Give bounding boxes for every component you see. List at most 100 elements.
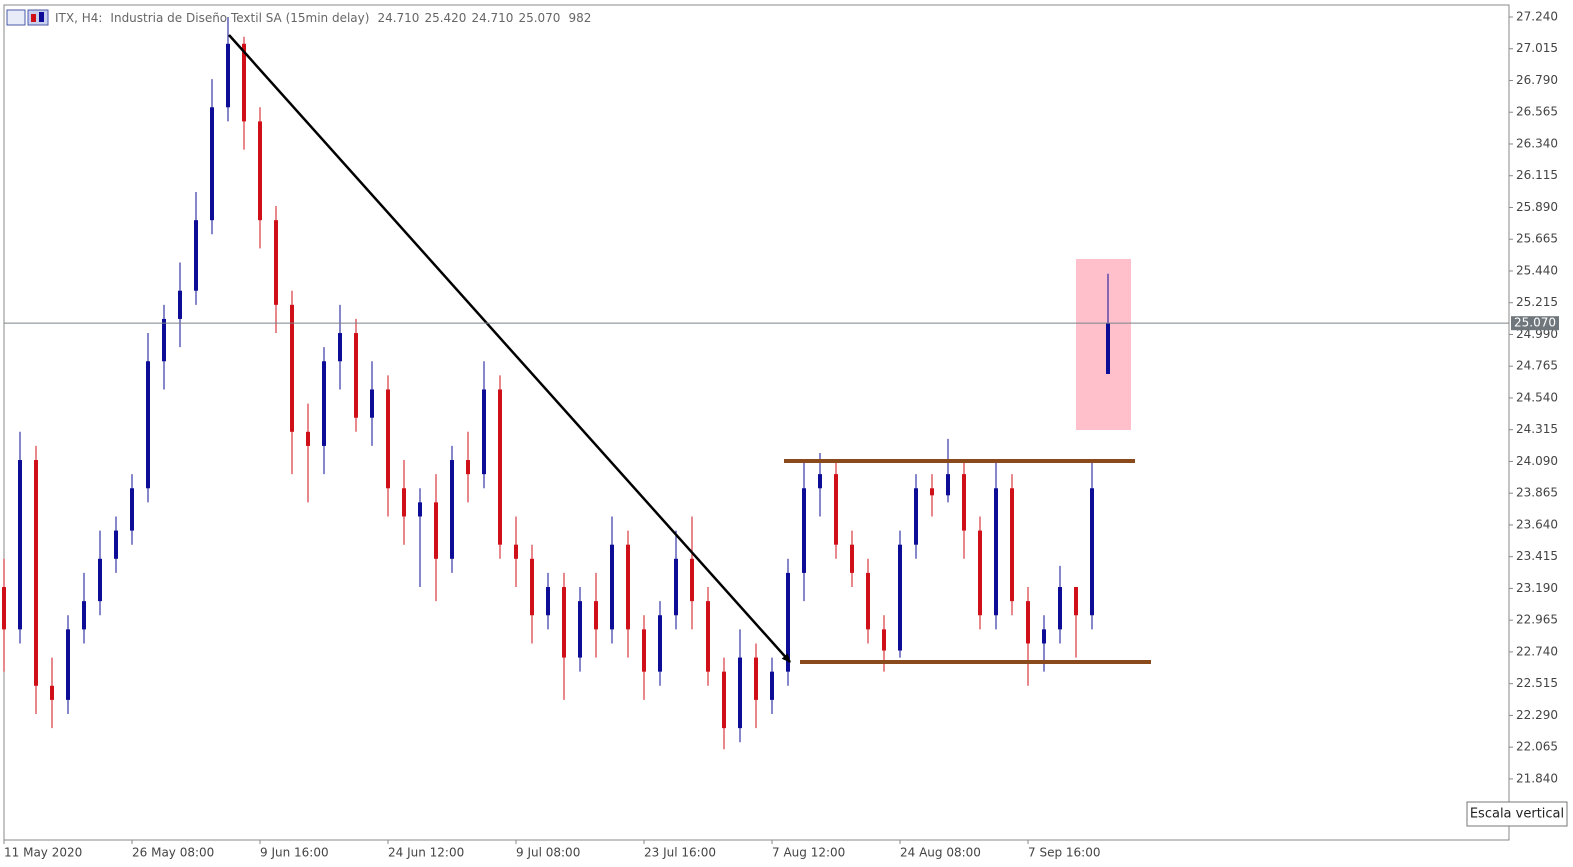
y-tick-label: 25.440	[1516, 263, 1558, 277]
candle-body	[962, 474, 966, 531]
y-tick-label: 26.790	[1516, 73, 1558, 87]
icon	[39, 12, 44, 22]
candle-body	[834, 474, 838, 545]
price-label: 25.070	[1514, 316, 1556, 330]
x-tick-label: 23 Jul 16:00	[644, 846, 716, 860]
y-tick-label: 27.015	[1516, 41, 1558, 55]
y-tick-label: 24.765	[1516, 359, 1558, 373]
candle-body	[194, 220, 198, 291]
candle-body	[418, 502, 422, 517]
y-tick-label: 24.090	[1516, 454, 1558, 468]
x-tick-label: 9 Jul 08:00	[516, 846, 580, 860]
ohlc-value: 25.070	[518, 11, 560, 25]
ohlc-value: 25.420	[424, 11, 466, 25]
x-tick-label: 7 Sep 16:00	[1028, 846, 1100, 860]
candle-body	[978, 530, 982, 616]
candle-body	[370, 389, 374, 418]
tooltip-box	[1466, 801, 1568, 827]
highlight-box	[1076, 259, 1131, 430]
y-tick-label: 21.840	[1516, 771, 1558, 785]
symbol: ITX, H4:	[55, 11, 102, 25]
candle-body	[402, 488, 406, 517]
candle-body	[946, 474, 950, 496]
candle-body	[850, 544, 854, 573]
candle-body	[82, 601, 86, 630]
candle-body	[706, 601, 710, 672]
candle-body	[386, 389, 390, 489]
x-tick-label: 26 May 08:00	[132, 846, 214, 860]
price-label-box	[1511, 316, 1559, 331]
candle-body	[290, 304, 294, 432]
candle-body	[114, 530, 118, 559]
candle-body	[146, 361, 150, 489]
y-tick-label: 25.665	[1516, 232, 1558, 246]
candle-body	[1074, 587, 1078, 616]
candle-body	[674, 558, 678, 616]
candle-body	[754, 657, 758, 700]
candle-body	[626, 544, 630, 630]
candle-body	[882, 629, 886, 651]
x-tick-label: 7 Aug 12:00	[772, 846, 845, 860]
candle-body	[914, 488, 918, 545]
marks	[2, 16, 1110, 750]
candle-body	[994, 488, 998, 616]
candle-body	[322, 361, 326, 446]
candle-body	[594, 601, 598, 630]
instrument-name: Industria de Diseño Textil SA (15min del…	[110, 11, 369, 25]
candle-body	[1010, 488, 1014, 602]
candle-body	[722, 671, 726, 729]
y-tick-label: 26.115	[1516, 168, 1558, 182]
candle-body	[1106, 323, 1110, 374]
candle-body	[802, 488, 806, 573]
candle-body	[434, 502, 438, 559]
tooltip: Escala vertical	[1470, 807, 1564, 822]
candle-body	[690, 558, 694, 602]
candle-body	[258, 121, 262, 221]
y-tick-label: 23.865	[1516, 486, 1558, 500]
header: ITX, H4: Industria de Diseño Textil SA (1…	[6, 9, 591, 26]
candle-body	[546, 587, 550, 616]
candle-body	[226, 43, 230, 108]
candle-body	[482, 389, 486, 475]
candle-body	[210, 107, 214, 221]
candle-body	[162, 318, 166, 362]
y-tick-label: 24.540	[1516, 390, 1558, 404]
candle-body	[50, 685, 54, 700]
candle-body	[66, 629, 70, 700]
candle-body	[898, 544, 902, 651]
candle-body	[738, 657, 742, 729]
candle-body	[338, 333, 342, 362]
y-tick-label: 24.990	[1516, 327, 1558, 341]
candle-body	[130, 488, 134, 531]
y-tick-label: 27.240	[1516, 9, 1558, 23]
icon	[6, 9, 26, 26]
trend-line	[228, 34, 791, 663]
candle-body	[1058, 587, 1062, 630]
icon	[31, 14, 36, 22]
plot-frame	[3, 4, 1510, 841]
volume: 982	[568, 11, 591, 25]
y-tick-label: 24.315	[1516, 422, 1558, 436]
x-tick-label: 11 May 2020	[4, 846, 82, 860]
candle-body	[242, 43, 246, 122]
candle-body	[1090, 488, 1094, 616]
candle-body	[642, 629, 646, 672]
candle-body	[34, 460, 38, 686]
candle-body	[562, 587, 566, 658]
candle-body	[98, 558, 102, 602]
y-tick-label: 23.190	[1516, 581, 1558, 595]
candle-body	[450, 460, 454, 559]
y-tick-label: 22.965	[1516, 613, 1558, 627]
candle-body	[498, 389, 502, 545]
candle-body	[178, 290, 182, 319]
header-text: ITX, H4: Industria de Diseño Textil SA (1…	[55, 11, 591, 25]
y-tick-label: 26.340	[1516, 136, 1558, 150]
candle-body	[2, 587, 6, 630]
y-tick-label: 22.290	[1516, 708, 1558, 722]
candle-body	[610, 544, 614, 630]
ohlc-value: 24.710	[377, 11, 419, 25]
x-tick-label: 9 Jun 16:00	[260, 846, 329, 860]
candle-body	[274, 220, 278, 305]
candle-body	[306, 431, 310, 446]
candle-body	[578, 601, 582, 658]
